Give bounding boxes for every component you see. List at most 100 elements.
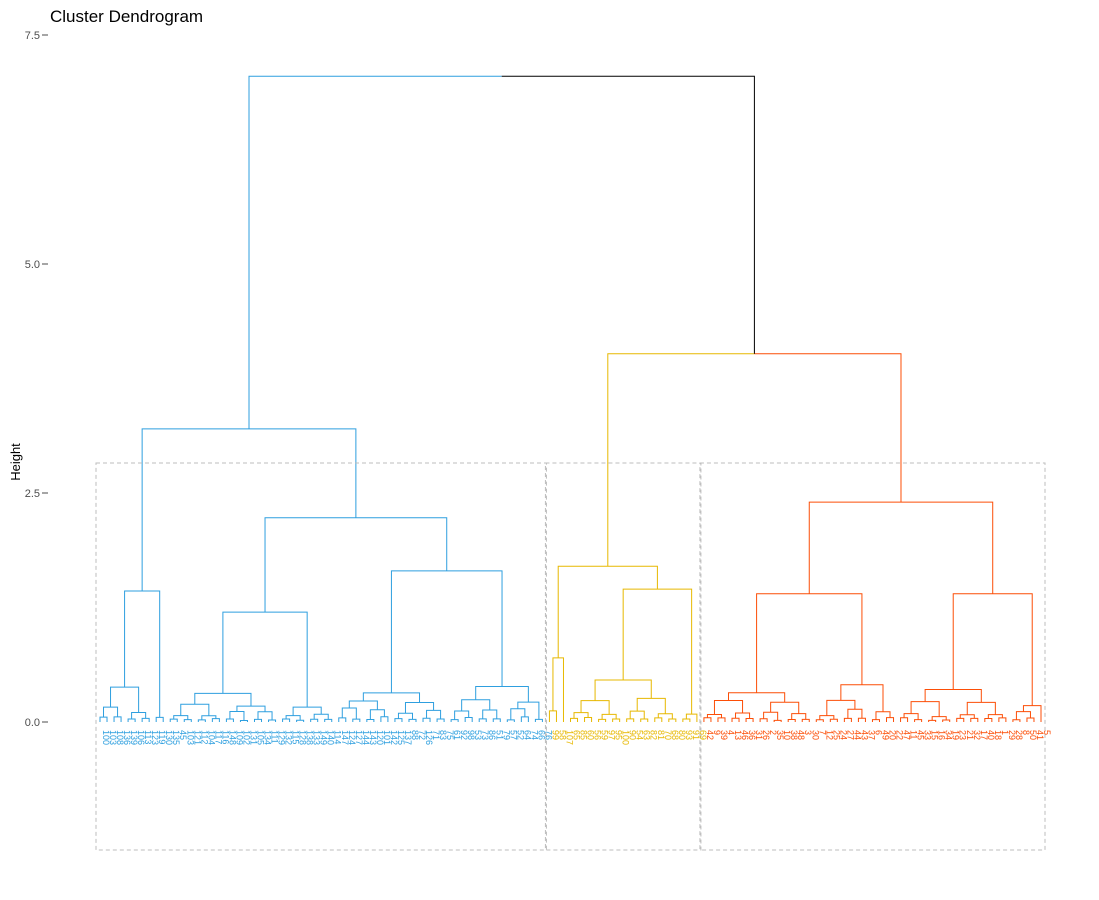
leaf-label: 59 [600,730,610,740]
leaf-label: 121 [192,730,202,745]
dendrogram-link [998,717,1007,722]
leaf-label: 147 [340,730,350,745]
leaf-label: 134 [263,730,273,745]
dendrogram-link [952,593,1033,706]
leaf-label: 26 [761,730,771,740]
dendrogram-link [296,719,305,722]
leaf-label: 11 [909,730,919,739]
dendrogram-link [584,716,593,722]
dendrogram-link [141,717,150,722]
dendrogram-link [422,717,431,722]
dendrogram-link [857,717,866,722]
leaf-label: 143 [368,730,378,745]
leaf-label: 112 [199,730,209,744]
leaf-label: 115 [291,730,301,744]
leaf-label: 99 [550,730,560,740]
dendrogram-link [338,717,347,722]
dendrogram-link [426,709,442,719]
leaf-label: 68 [670,730,680,740]
leaf-label: 111 [270,730,280,744]
dendrogram-root-link [501,75,755,354]
leaf-label: 72 [417,730,427,740]
dendrogram-link [987,714,1003,719]
dendrogram-link [570,717,579,722]
dendrogram-link [369,709,385,720]
dendrogram-link [268,719,277,722]
leaf-label: 28 [1014,730,1024,740]
dendrogram-link [141,428,357,592]
dendrogram-link [966,701,996,715]
leaf-label: 7 [817,730,827,735]
dendrogram-link [703,717,712,722]
leaf-label: 149 [319,730,329,745]
leaf-label: 5 [1042,730,1052,735]
leaf-label: 98 [466,730,476,740]
leaf-label: 6 [873,730,883,735]
leaf-label: 4 [726,730,736,735]
dendrogram-link [871,719,880,722]
dendrogram-link [685,713,698,722]
leaf-label: 24 [838,730,848,740]
leaf-label: 139 [129,730,139,745]
leaf-label: 80 [677,730,687,740]
dendrogram-link [773,719,782,722]
dendrogram-link [1015,711,1031,720]
leaf-label: 104 [206,730,216,745]
dendrogram-link [548,710,557,722]
leaf-label: 101 [382,730,392,745]
leaf-labels: 1001031081361391061131231191301354510312… [101,730,1052,745]
leaf-label: 131 [248,730,258,745]
dendrogram-link [745,718,754,722]
leaf-label: 22 [895,730,905,740]
dendrogram-link [668,718,677,722]
leaf-label: 105 [255,730,265,745]
leaf-label: 126 [424,730,434,745]
leaf-label: 31 [754,730,764,740]
dendrogram-link [598,718,607,722]
leaf-label: 56 [593,730,603,740]
leaf-label: 129 [277,730,287,745]
dendrogram-link [520,716,529,722]
dendrogram-link [886,717,895,722]
leaf-label: 109 [234,730,244,745]
dendrogram-link [984,717,993,722]
dendrogram-link [1022,705,1042,722]
dendrogram-link [815,719,824,722]
dendrogram-link [826,699,856,716]
dendrogram-link [257,711,273,721]
leaf-label: 61 [452,730,462,740]
dendrogram-link [510,708,526,720]
leaf-label: 51 [494,730,504,740]
leaf-label: 41 [1035,730,1045,740]
dendrogram-link [183,719,192,722]
leaf-label: 8 [1021,730,1031,735]
leaf-label: 93 [684,730,694,740]
dendrogram-link [99,716,108,722]
leaf-label: 130 [164,730,174,745]
dendrogram-link [348,700,378,710]
dendrogram-link [197,719,206,722]
dendrogram-link [843,717,852,722]
leaf-label: 37 [866,730,876,740]
leaf-label: 103 [108,730,118,745]
leaf-label: 128 [298,730,308,745]
dendrogram-link [492,718,501,722]
leaf-label: 34 [944,730,954,740]
dendrogram-link [534,718,543,722]
leaf-label: 85 [579,730,589,740]
dendrogram-link [970,717,979,722]
leaf-label: 1 [1000,730,1010,735]
y-tick-label: 7.5 [25,30,40,42]
leaf-label: 86 [487,730,497,740]
y-axis-label: Height [8,443,23,481]
dendrogram-link [394,718,403,722]
leaf-label: 47 [902,730,912,740]
leaf-label: 82 [649,730,659,740]
leaf-label: 142 [389,730,399,745]
leaf-label: 103 [185,730,195,745]
dendrogram-link [910,701,940,717]
y-axis: 0.0 2.5 5.0 7.5 [25,30,48,729]
dendrogram-link [436,718,445,722]
leaf-label: 140 [326,730,336,745]
